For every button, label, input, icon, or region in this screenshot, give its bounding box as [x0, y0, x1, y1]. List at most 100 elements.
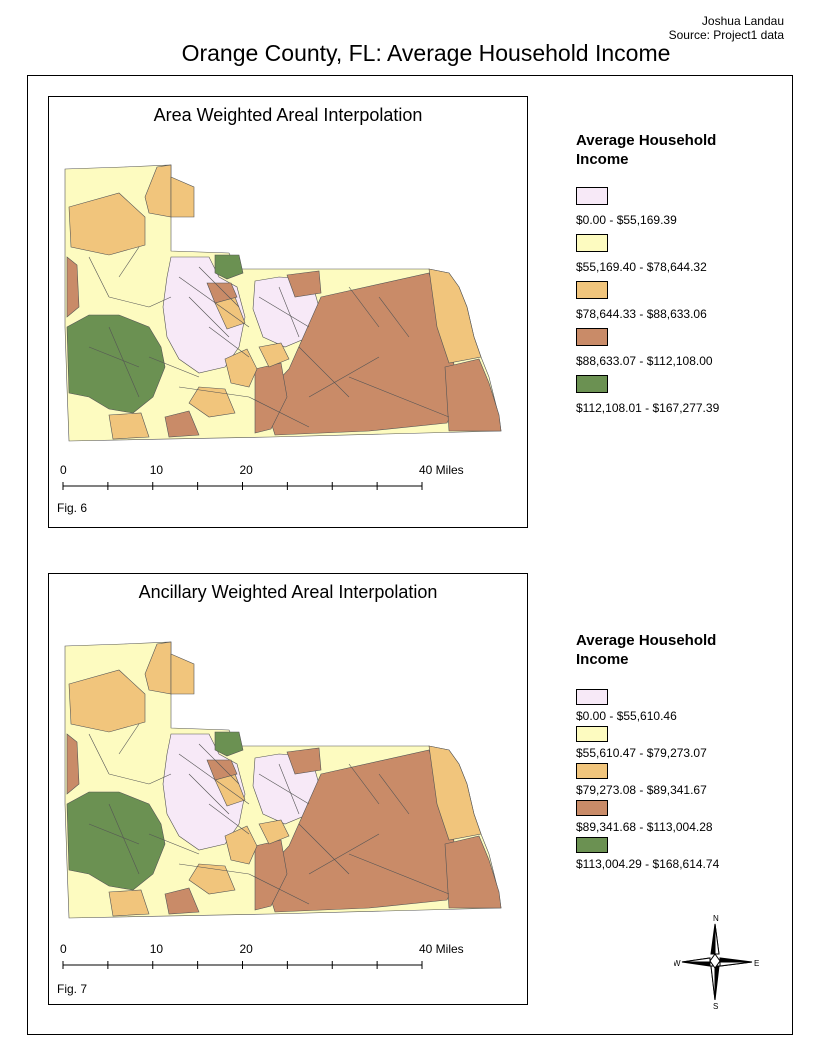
legend-label: $79,273.08 - $89,341.67 — [576, 783, 707, 797]
census-region — [428, 268, 482, 364]
tract-boundary — [308, 356, 380, 398]
map-frame-fig6: Area Weighted Areal Interpolation 0 10 20 4… — [48, 96, 528, 528]
legend-item: $55,169.40 - $78,644.32 — [576, 234, 736, 281]
tract-boundary — [278, 286, 300, 338]
tract-boundary — [208, 326, 250, 358]
tract-boundary — [348, 853, 450, 895]
legend-item: $112,108.01 - $167,277.39 — [576, 375, 736, 422]
legend-swatch — [576, 281, 608, 299]
legend-label: $55,169.40 - $78,644.32 — [576, 260, 707, 274]
census-region — [68, 669, 146, 733]
legend-item: $55,610.47 - $79,273.07 — [576, 726, 736, 763]
north-arrow-icon: N S E W — [674, 914, 759, 1010]
map-frame-fig7: Ancillary Weighted Areal Interpolation 0… — [48, 573, 528, 1005]
legend-swatch — [576, 375, 608, 393]
legend-swatch — [576, 328, 608, 346]
author-name: Joshua Landau — [701, 14, 784, 28]
census-region — [258, 342, 290, 368]
tract-boundary — [108, 296, 150, 308]
tract-boundary — [378, 296, 410, 338]
legend-label: $78,644.33 - $88,633.06 — [576, 307, 707, 321]
census-region — [108, 412, 150, 440]
page-title: Orange County, FL: Average Household Inc… — [181, 40, 671, 66]
census-region — [258, 819, 290, 845]
map-title: Area Weighted Areal Interpolation — [153, 105, 423, 125]
census-region — [66, 314, 166, 414]
legend-label: $112,108.01 - $167,277.39 — [576, 401, 720, 415]
legend-swatch — [576, 763, 608, 779]
tract-boundary — [118, 246, 140, 278]
data-source: Source: Project1 data — [668, 28, 784, 42]
tract-boundary — [308, 833, 380, 875]
tract-boundary — [348, 286, 380, 328]
scale-bar: 0 10 20 40 Miles — [60, 942, 464, 969]
census-region — [206, 759, 238, 781]
census-region — [68, 192, 146, 256]
compass-n: N — [713, 914, 719, 923]
legend-title: Average Household Income — [576, 132, 717, 168]
tract-boundary — [258, 773, 310, 805]
census-region — [286, 747, 322, 775]
map-title: Ancillary Weighted Areal Interpolation — [138, 582, 438, 602]
compass-w: W — [674, 959, 681, 968]
legend-label: $0.00 - $55,610.46 — [576, 709, 677, 723]
legend-swatch — [576, 837, 608, 853]
tract-boundary — [88, 733, 110, 775]
census-region — [206, 282, 238, 304]
census-region — [164, 410, 200, 438]
tract-boundary — [188, 773, 230, 815]
tract-boundary — [118, 723, 140, 755]
legend-label: $55,610.47 - $79,273.07 — [576, 746, 707, 760]
census-region — [108, 889, 150, 917]
census-region — [214, 254, 244, 280]
legend-item: $0.00 - $55,169.39 — [576, 187, 736, 234]
legend-swatch — [576, 800, 608, 816]
scale-tick-label: 10 — [150, 942, 164, 956]
census-region — [144, 164, 172, 218]
tract-boundary — [178, 863, 250, 875]
tract-boundary — [178, 753, 250, 805]
census-region — [444, 358, 502, 432]
tract-boundary — [88, 823, 140, 845]
census-region — [188, 863, 236, 895]
tract-boundary — [148, 296, 172, 308]
tract-boundary — [198, 266, 240, 308]
choropleth-map: 0 10 20 40 Miles — [60, 641, 502, 969]
census-region — [428, 745, 482, 841]
census-region — [66, 791, 166, 891]
census-region — [188, 386, 236, 418]
legend-item: $88,633.07 - $112,108.00 — [576, 328, 736, 375]
tract-boundary — [248, 873, 310, 905]
census-region — [214, 731, 244, 757]
tract-boundary — [348, 376, 450, 418]
tract-boundary — [178, 276, 250, 328]
tract-boundary — [188, 296, 230, 338]
census-region — [66, 733, 80, 795]
scale-tick-label: 0 — [60, 942, 67, 956]
scale-tick-label: 40 Miles — [419, 463, 464, 477]
scale-tick-label: 0 — [60, 463, 67, 477]
scale-tick-label: 20 — [240, 942, 254, 956]
legend-label: $113,004.29 - $168,614.74 — [576, 857, 720, 871]
tract-boundary — [148, 773, 172, 785]
map-legend: Average Household Income $0.00 - $55,169… — [576, 131, 736, 422]
census-region — [144, 641, 172, 695]
figure-label: Fig. 7 — [57, 982, 88, 996]
tract-boundary — [108, 773, 150, 785]
scale-tick-label: 10 — [150, 463, 164, 477]
tract-boundary — [298, 346, 350, 398]
tract-boundary — [88, 346, 140, 368]
tract-boundary — [298, 823, 350, 875]
tract-boundary — [198, 743, 240, 785]
layout-frame — [27, 75, 793, 1035]
legend-item: $79,273.08 - $89,341.67 — [576, 763, 736, 800]
compass-e: E — [754, 959, 759, 968]
scale-tick-label: 20 — [240, 463, 254, 477]
legend-swatch — [576, 234, 608, 252]
map-legend: Average Household Income $0.00 - $55,610… — [576, 631, 736, 874]
legend-swatch — [576, 726, 608, 742]
tract-boundary — [278, 763, 300, 815]
figure-label: Fig. 6 — [57, 501, 88, 515]
legend-item: $89,341.68 - $113,004.28 — [576, 800, 736, 837]
legend-item: $78,644.33 - $88,633.06 — [576, 281, 736, 328]
